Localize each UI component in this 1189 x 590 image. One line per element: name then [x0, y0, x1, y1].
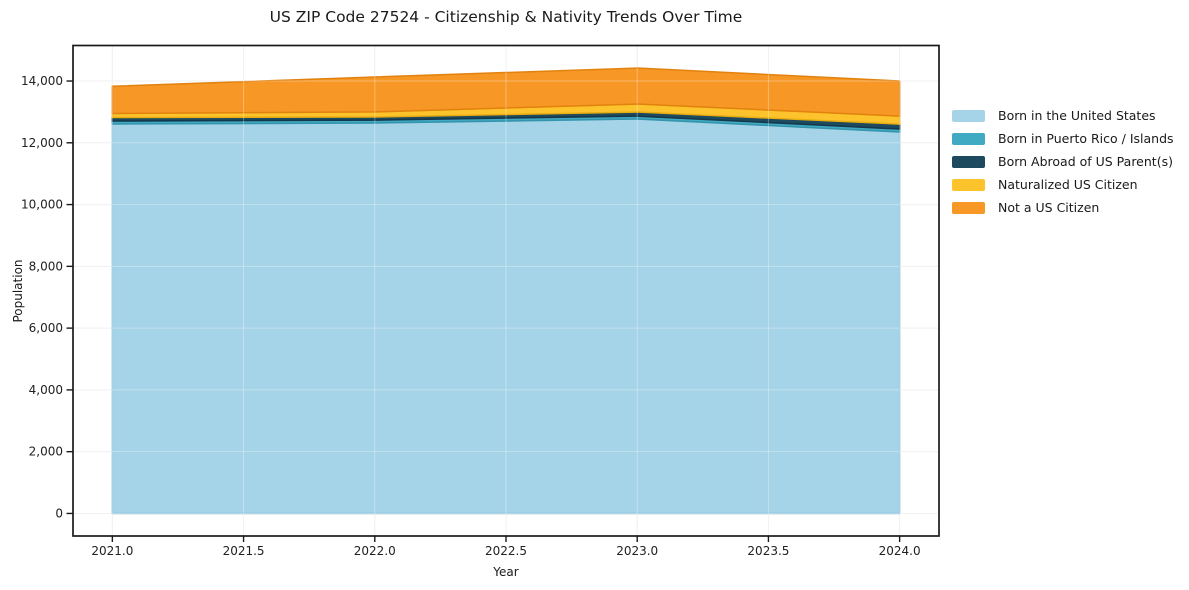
y-tick-label: 4,000: [29, 383, 63, 397]
x-tick-label: 2021.0: [91, 544, 133, 558]
y-tick-label: 8,000: [29, 259, 63, 273]
y-tick-label: 14,000: [21, 74, 63, 88]
x-tick-label: 2022.5: [485, 544, 527, 558]
legend-item: Born Abroad of US Parent(s): [952, 150, 1174, 173]
x-axis-label: Year: [493, 565, 519, 579]
legend-swatch: [952, 132, 985, 145]
x-tick-label: 2023.0: [616, 544, 658, 558]
legend-label: Born Abroad of US Parent(s): [998, 154, 1173, 169]
y-tick-label: 0: [55, 506, 63, 520]
legend-label: Born in the United States: [998, 108, 1156, 123]
y-tick-label: 10,000: [21, 198, 63, 212]
x-tick-label: 2024.0: [879, 544, 921, 558]
legend-item: Naturalized US Citizen: [952, 173, 1174, 196]
legend-item: Born in the United States: [952, 104, 1174, 127]
legend-label: Not a US Citizen: [998, 200, 1100, 215]
x-tick-label: 2022.0: [354, 544, 396, 558]
legend-swatch: [952, 109, 985, 122]
legend: Born in the United States Born in Puerto …: [952, 104, 1174, 219]
y-tick-label: 2,000: [29, 445, 63, 459]
legend-item: Born in Puerto Rico / Islands: [952, 127, 1174, 150]
y-tick-label: 6,000: [29, 321, 63, 335]
legend-label: Born in Puerto Rico / Islands: [998, 131, 1174, 146]
area-series: [111, 67, 901, 117]
legend-swatch: [952, 155, 985, 168]
legend-swatch: [952, 178, 985, 191]
legend-item: Not a US Citizen: [952, 196, 1174, 219]
y-tick-label: 12,000: [21, 136, 63, 150]
x-tick-label: 2023.5: [747, 544, 789, 558]
chart-title: US ZIP Code 27524 - Citizenship & Nativi…: [269, 8, 743, 26]
x-tick-label: 2021.5: [223, 544, 265, 558]
y-axis-label: Population: [11, 259, 25, 323]
legend-swatch: [952, 201, 985, 214]
legend-label: Naturalized US Citizen: [998, 177, 1138, 192]
